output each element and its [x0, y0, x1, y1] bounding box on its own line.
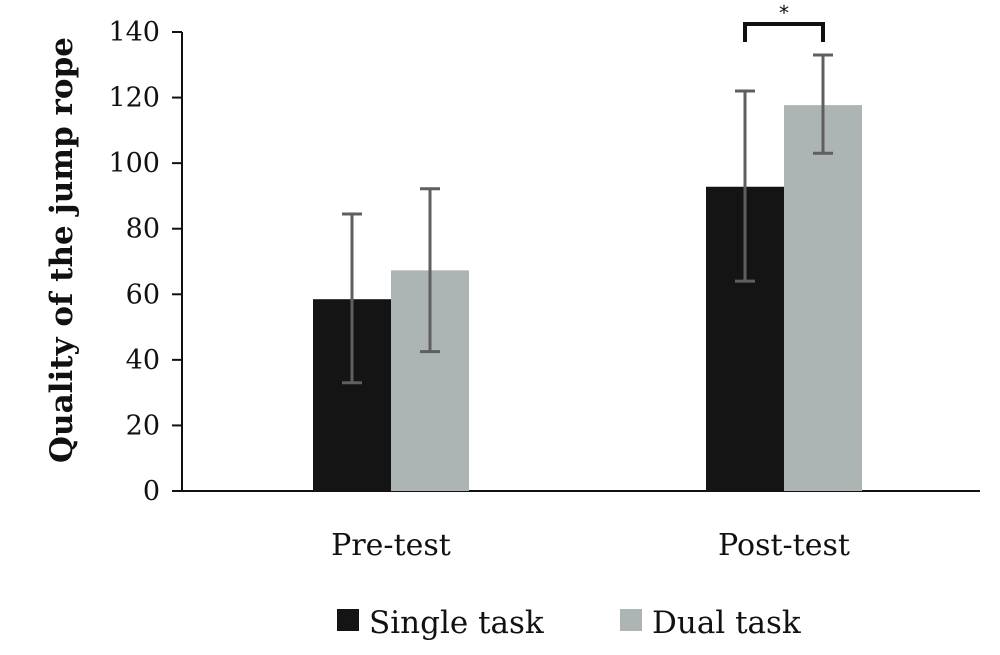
legend-swatch [620, 609, 642, 631]
bars [313, 105, 862, 491]
legend-swatch [337, 609, 359, 631]
significance-marker: * [779, 1, 789, 25]
annotations: * [743, 1, 825, 42]
bar [784, 105, 862, 491]
y-tick-label: 40 [126, 345, 160, 376]
y-axis-title-group: Quality of the jump rope [44, 37, 80, 463]
y-tick-label: 0 [143, 476, 160, 507]
legend-label: Dual task [652, 605, 801, 641]
significance-bracket [743, 22, 825, 42]
y-tick-label: 120 [108, 83, 160, 114]
x-category-label: Post-test [718, 528, 850, 563]
legend-label: Single task [369, 605, 544, 641]
error-bars [342, 53, 833, 385]
axes: 0 20 40 60 80 100 120 140 Pre-test Post-test [108, 17, 980, 563]
y-tick-label: 140 [108, 17, 160, 48]
y-tick-label: 100 [108, 148, 160, 179]
x-category-label: Pre-test [331, 528, 451, 563]
y-axis-title: Quality of the jump rope [44, 37, 80, 463]
y-tick-label: 20 [126, 410, 160, 441]
legend: Single task Dual task [337, 605, 801, 641]
y-tick-label: 80 [126, 214, 160, 245]
y-tick-label: 60 [126, 279, 160, 310]
